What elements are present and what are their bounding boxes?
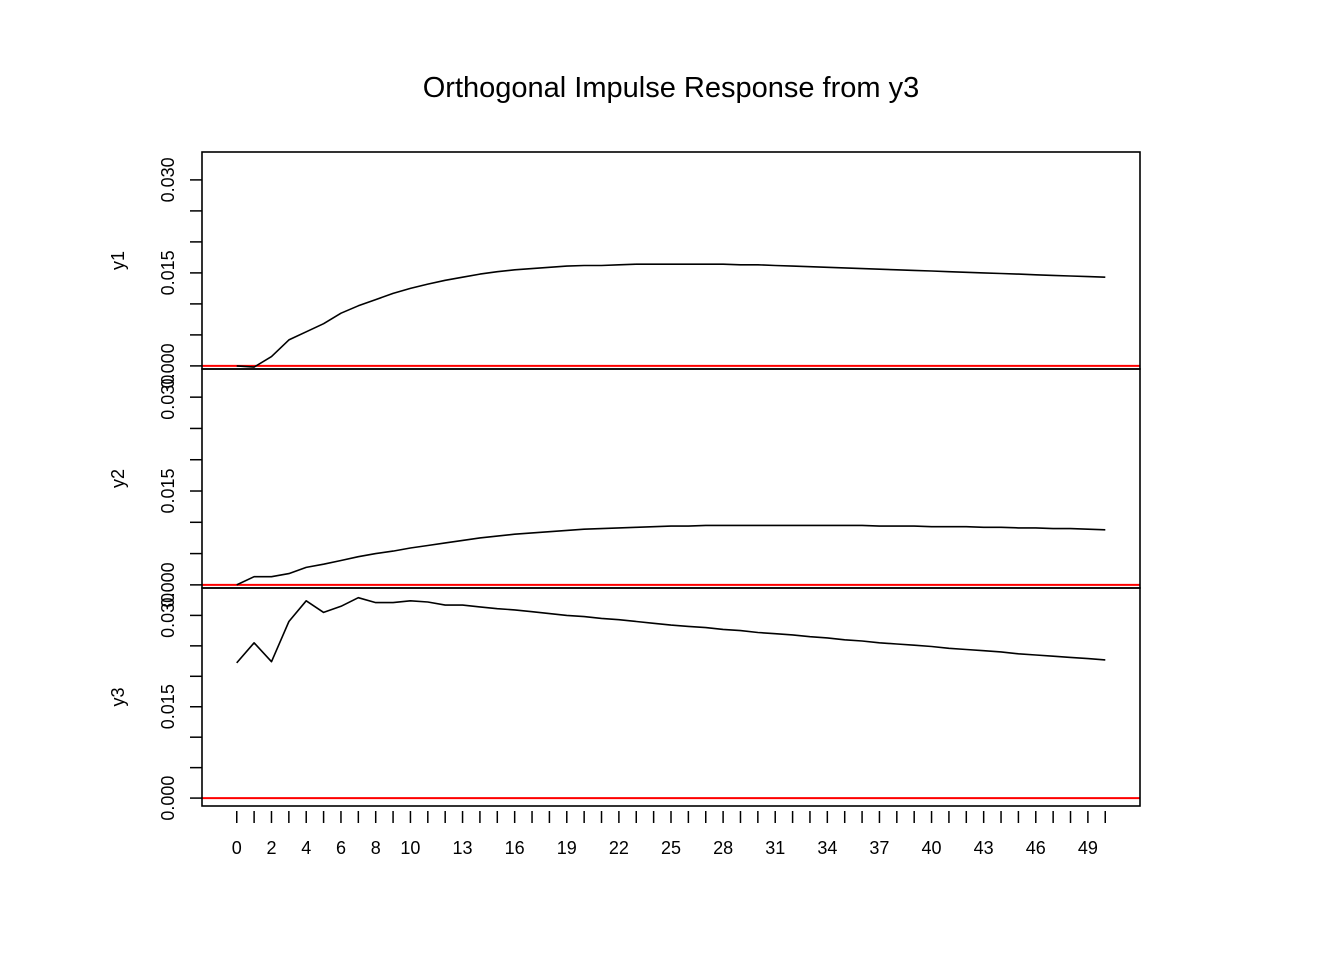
y-axis-label: y2 (108, 469, 128, 488)
panel-frame (201, 587, 1141, 807)
response-line-y2 (236, 524, 1106, 586)
x-tick-label: 37 (869, 838, 889, 858)
x-tick-label: 46 (1026, 838, 1046, 858)
x-tick-label: 19 (557, 838, 577, 858)
response-line-y3 (236, 596, 1106, 664)
y-tick-label: 0.000 (158, 343, 178, 388)
y-tick-label: 0.015 (158, 684, 178, 729)
panel-y2: 0.000 0.015 0.030 y2 (108, 368, 1141, 607)
x-tick-label: 34 (817, 838, 837, 858)
x-axis: 0 2 4 6 8 10 13 16 19 22 25 28 31 34 37 40 43 46 49 (232, 811, 1107, 858)
y-tick-label: 0.000 (158, 562, 178, 607)
x-tick-label: 4 (301, 838, 311, 858)
x-tick-label: 6 (336, 838, 346, 858)
x-tick-label: 10 (400, 838, 420, 858)
y-tick-label: 0.030 (158, 157, 178, 202)
x-tick-label: 22 (609, 838, 629, 858)
response-line-y1 (236, 263, 1106, 368)
y-axis-label: y3 (108, 687, 128, 706)
chart-title: Orthogonal Impulse Response from y3 (423, 72, 919, 104)
x-tick-label: 2 (266, 838, 276, 858)
panel-y1: 0.000 0.015 0.030 y1 (108, 151, 1141, 388)
x-tick-label: 13 (453, 838, 473, 858)
x-tick-label: 49 (1078, 838, 1098, 858)
y-tick-label: 0.030 (158, 593, 178, 638)
x-tick-label: 8 (371, 838, 381, 858)
panel-y3: 0.000 0.015 0.030 y3 (108, 587, 1141, 821)
y-tick-label: 0.015 (158, 250, 178, 295)
y-tick-label: 0.000 (158, 776, 178, 821)
x-tick-label: 16 (505, 838, 525, 858)
x-tick-label: 43 (974, 838, 994, 858)
panel-frame (201, 368, 1141, 589)
x-tick-label: 31 (765, 838, 785, 858)
x-tick-label: 40 (922, 838, 942, 858)
panels: 0.0000.0150.030y10.0000.0150.030y20.0000… (108, 151, 1141, 821)
x-tick-label: 28 (713, 838, 733, 858)
x-tick-label: 25 (661, 838, 681, 858)
y-tick-label: 0.015 (158, 468, 178, 513)
x-tick-label: 0 (232, 838, 242, 858)
y-axis-label: y1 (108, 251, 128, 270)
panel-frame (201, 151, 1141, 370)
y-tick-label: 0.030 (158, 375, 178, 420)
